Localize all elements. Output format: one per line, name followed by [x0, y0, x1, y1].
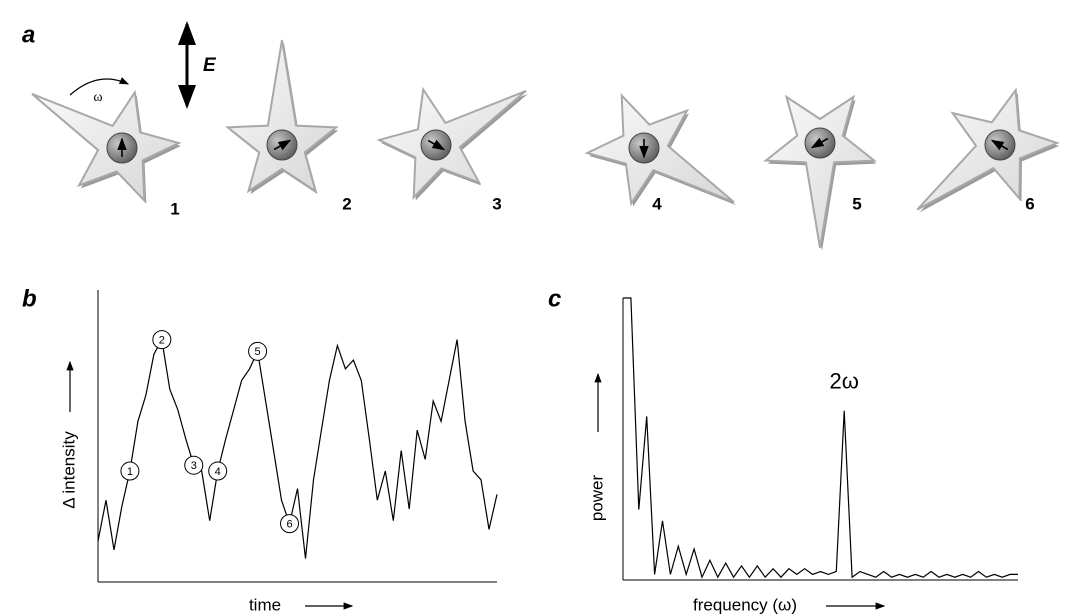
data-line	[623, 298, 1018, 577]
field-label: E	[203, 55, 217, 76]
star-label: 5	[852, 194, 861, 213]
annotation-label: 3	[191, 460, 197, 472]
star-label: 6	[1025, 194, 1034, 213]
star	[766, 97, 876, 251]
figure: a E ω 1 2 3 4 5 6 b time Δ intensity 1 2 3 4 5 6 c frequ…	[0, 0, 1069, 616]
panel-label: c	[548, 285, 561, 312]
star	[228, 40, 338, 194]
star	[917, 90, 1059, 212]
annotation-label: 6	[286, 519, 292, 531]
star	[379, 90, 528, 201]
star-body	[228, 40, 336, 191]
star	[587, 96, 736, 207]
star	[32, 93, 181, 204]
panel-label: a	[22, 21, 35, 48]
y-axis-label: power	[587, 475, 606, 522]
rotation-label: ω	[93, 90, 102, 105]
star-label: 3	[492, 194, 501, 213]
x-axis-label: time	[249, 595, 281, 614]
x-axis-label: frequency (ω)	[693, 595, 797, 614]
annotation-label: 4	[215, 466, 221, 478]
star-label: 4	[652, 194, 662, 213]
annotation-label: 2	[159, 335, 165, 347]
panel-label: b	[22, 285, 37, 312]
y-axis-label: Δ intensity	[59, 431, 78, 509]
star-body	[587, 96, 734, 204]
star-label: 2	[342, 194, 351, 213]
annotation-label: 1	[127, 466, 133, 478]
star-body	[32, 93, 179, 201]
annotation-label: 5	[255, 346, 261, 358]
star-label: 1	[170, 199, 179, 218]
annotation-label: 2ω	[829, 369, 858, 394]
star-body	[766, 97, 874, 248]
star-body	[379, 90, 526, 198]
